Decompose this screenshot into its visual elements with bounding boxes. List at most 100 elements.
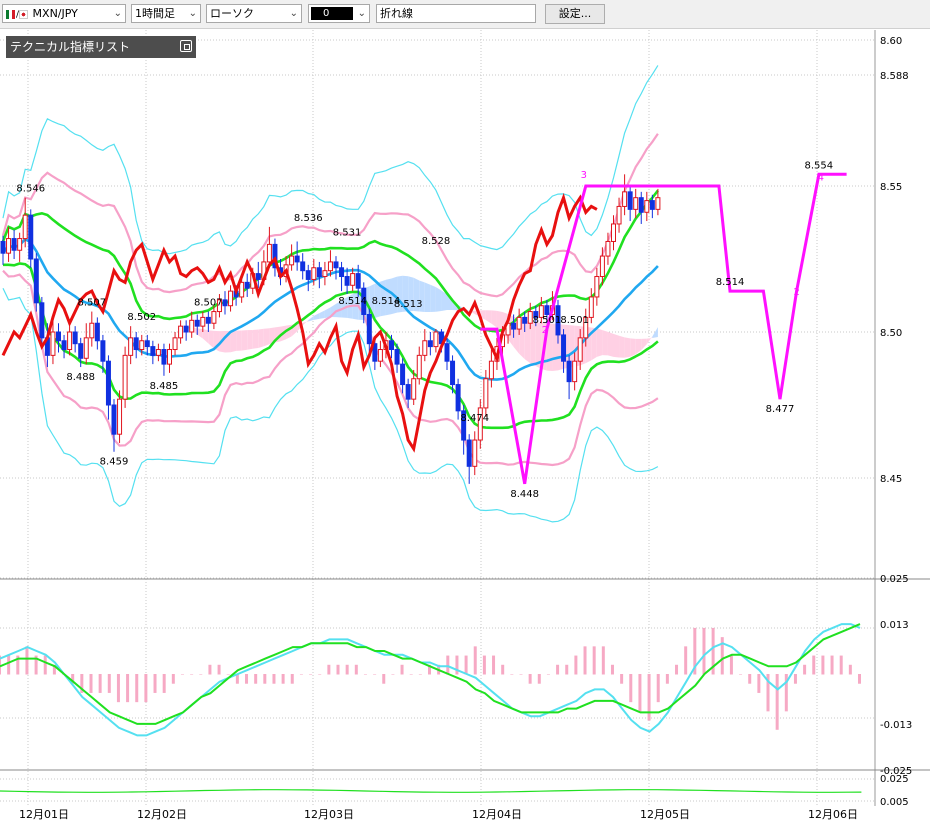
cloud-segment [324, 307, 331, 319]
macd-histogram-bar [848, 664, 852, 675]
candle-body [433, 331, 439, 348]
candle-body [344, 276, 350, 286]
candle-body [255, 273, 261, 280]
candle-body [0, 240, 6, 254]
macd-histogram-bar [711, 627, 715, 675]
toolbar: / MXN/JPY ⌄ 1時間足 ⌄ ローソク ⌄ 0 ⌄ 折れ線 設定... [0, 0, 930, 29]
macd-histogram-bar [235, 674, 239, 684]
macd-histogram-bar [43, 655, 47, 675]
candle-body [194, 319, 200, 327]
cloud-segment [119, 296, 126, 301]
candle-body [444, 343, 450, 362]
price-axis-label: 8.45 [880, 474, 902, 485]
cloud-segment [302, 320, 309, 326]
macd-histogram-bar [784, 674, 788, 712]
macd-histogram-bar [71, 674, 75, 684]
macd-histogram-bar [80, 674, 84, 693]
macd-histogram-bar [418, 674, 422, 675]
price-axis-label: 8.50 [880, 328, 902, 339]
macd-histogram-bar [34, 655, 38, 675]
red-line [1, 192, 598, 453]
chevron-down-icon: ⌄ [357, 8, 366, 19]
cloud-segment [336, 300, 342, 318]
candle-body [522, 316, 528, 324]
candle-body [533, 311, 539, 318]
timeframe-select[interactable]: 1時間足 ⌄ [131, 4, 201, 23]
candle-body [183, 325, 189, 333]
candle-body [455, 384, 461, 412]
macd-histogram-bar [620, 674, 624, 684]
candle-body [649, 200, 655, 210]
candle-body [289, 255, 295, 266]
candle-body [350, 273, 356, 286]
cloud-segment [252, 329, 259, 349]
macd-histogram-bar [592, 646, 596, 675]
cloud-segment [385, 278, 392, 316]
macd-histogram-bar [656, 674, 660, 703]
macd-histogram-bar [382, 674, 386, 684]
candle-body [416, 354, 422, 380]
chart-style-select[interactable]: ローソク ⌄ [206, 4, 302, 23]
candle-body [311, 267, 317, 280]
bottom-line [0, 789, 862, 793]
candle-body [167, 349, 172, 365]
candle-body [450, 360, 456, 386]
bb-upper-outer [2, 65, 659, 255]
candle-body [22, 214, 28, 240]
candle-body [172, 337, 178, 351]
candle-body [94, 322, 100, 342]
cloud-segment [408, 276, 414, 312]
macd-histogram-bar [309, 674, 313, 675]
candle-body [644, 200, 650, 213]
cloud-segment [75, 242, 81, 252]
cloud-segment [496, 310, 503, 334]
candle-body [638, 197, 644, 213]
candle-body [56, 331, 61, 342]
candle-body [305, 270, 311, 280]
cloud-segment [624, 337, 631, 358]
indicator-select[interactable]: 折れ線 [376, 4, 536, 23]
macd-histogram-bar [363, 674, 367, 675]
restore-icon[interactable] [180, 40, 192, 52]
cloud-segment [447, 294, 453, 310]
cloud-segment [69, 239, 76, 243]
candle-body [216, 299, 222, 313]
mexico-flag-icon [6, 9, 15, 19]
timeframe-label: 1時間足 [135, 7, 175, 20]
candle-body [100, 340, 106, 362]
macd-histogram-bar [775, 674, 779, 730]
symbol-label: MXN/JPY [32, 7, 78, 20]
candle-body [155, 349, 161, 356]
macd-histogram-bar [226, 674, 230, 675]
macd-histogram-bar [565, 664, 569, 675]
zigzag-label: 2 [793, 287, 799, 298]
candle-body [633, 197, 639, 210]
candle-body [377, 349, 383, 362]
price-annotation: 8.459 [100, 457, 129, 468]
settings-button[interactable]: 設定... [545, 4, 605, 24]
candle-body [472, 439, 478, 467]
date-tick-label: 12月01日 [19, 808, 69, 821]
cloud-segment [646, 336, 653, 345]
cloud-segment [114, 292, 120, 297]
cloud-segment [58, 245, 65, 248]
macd-axis-label: 0.013 [880, 620, 909, 631]
symbol-select[interactable]: / MXN/JPY ⌄ [2, 4, 126, 23]
technical-indicator-list-panel[interactable]: テクニカル指標リスト [6, 36, 196, 58]
color-swatch: 0 [311, 7, 353, 20]
zigzag-label: 2 [542, 325, 548, 336]
macd-histogram-bar [327, 664, 331, 675]
candle-body [577, 337, 583, 362]
candle-body [422, 340, 428, 356]
chevron-down-icon: ⌄ [113, 8, 122, 19]
zigzag-line: 3 2 2 4 [480, 170, 847, 485]
candle-body [300, 261, 306, 272]
cloud-segment [125, 300, 131, 303]
macd-histogram-bar [537, 674, 541, 684]
date-tick-label: 12月06日 [808, 808, 858, 821]
color-select[interactable]: 0 ⌄ [308, 4, 370, 23]
candle-body [105, 360, 111, 406]
candle-body [161, 349, 167, 365]
chevron-down-icon: ⌄ [289, 8, 298, 19]
price-annotation: 8.514 [716, 277, 745, 288]
